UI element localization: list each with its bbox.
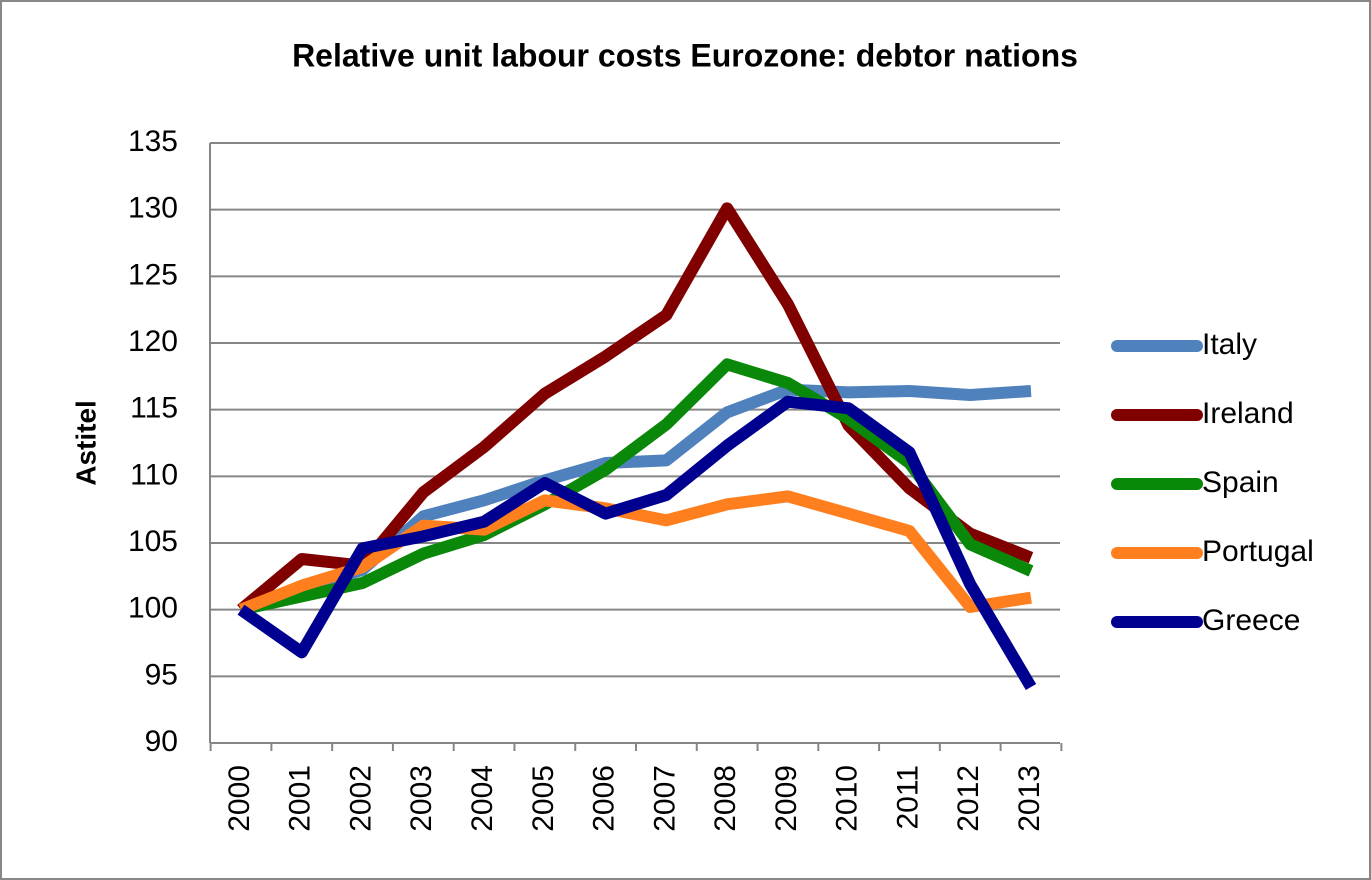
x-tick-label: 2004 bbox=[466, 765, 499, 832]
x-tick-label: 2002 bbox=[344, 765, 377, 832]
chart-title: Relative unit labour costs Eurozone: deb… bbox=[292, 37, 1078, 73]
x-tick-label: 2013 bbox=[1013, 765, 1046, 832]
x-tick-label: 2012 bbox=[952, 765, 985, 832]
y-tick-label: 90 bbox=[145, 725, 178, 758]
x-tick-label: 2009 bbox=[770, 765, 803, 832]
y-tick-label: 115 bbox=[130, 392, 178, 425]
y-tick-label: 105 bbox=[128, 525, 178, 558]
x-tick-label: 2003 bbox=[405, 765, 438, 832]
series-line bbox=[239, 358, 1034, 616]
series-line bbox=[238, 490, 1032, 616]
x-tick-label: 2000 bbox=[223, 765, 256, 832]
x-tick-label: 2006 bbox=[588, 765, 621, 832]
y-tick-label: 130 bbox=[128, 192, 178, 225]
legend-label: Greece bbox=[1202, 604, 1300, 637]
legend-label: Italy bbox=[1202, 328, 1257, 361]
legend-label: Portugal bbox=[1202, 535, 1314, 568]
x-tick-label: 2007 bbox=[648, 765, 681, 832]
y-tick-label: 100 bbox=[128, 592, 178, 625]
x-tick-label: 2010 bbox=[831, 765, 864, 832]
x-tick-label: 2011 bbox=[891, 765, 924, 830]
y-tick-label: 120 bbox=[128, 325, 178, 358]
series-line bbox=[237, 395, 1037, 691]
legend-label: Ireland bbox=[1202, 397, 1294, 430]
x-tick-label: 2008 bbox=[709, 765, 742, 832]
y-tick-label: 135 bbox=[128, 125, 178, 158]
x-tick-label: 2001 bbox=[284, 765, 317, 832]
y-tick-label: 125 bbox=[128, 258, 178, 291]
legend-label: Spain bbox=[1202, 466, 1279, 499]
y-axis-label: Astitel bbox=[70, 400, 101, 486]
y-tick-label: 95 bbox=[145, 658, 178, 691]
y-tick-label: 110 bbox=[130, 458, 178, 491]
x-tick-label: 2005 bbox=[527, 765, 560, 832]
